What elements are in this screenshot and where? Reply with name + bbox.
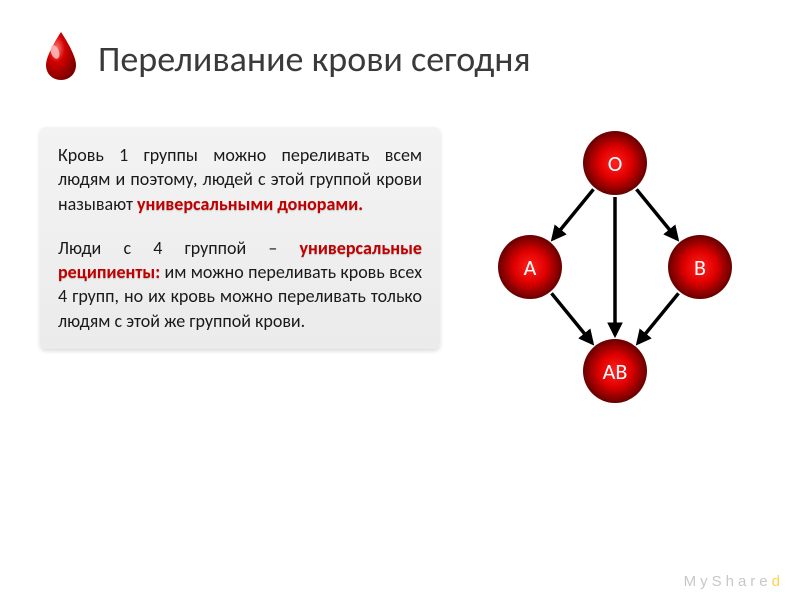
blood-node-o: O [583, 131, 647, 195]
edge-O-A [553, 189, 594, 239]
blood-drop-icon [40, 30, 82, 87]
para2-prefix: Люди с 4 группой – [58, 237, 300, 259]
watermark-accent: d [772, 573, 784, 590]
blood-type-diagram: OABAB [470, 127, 760, 407]
watermark: MyShared [684, 573, 784, 590]
paragraph-1: Кровь 1 группы можно переливать всем люд… [58, 143, 422, 216]
content-row: Кровь 1 группы можно переливать всем люд… [40, 127, 760, 407]
edge-O-B [637, 189, 678, 239]
text-panel: Кровь 1 группы можно переливать всем люд… [40, 127, 440, 349]
blood-node-ab: AB [583, 339, 647, 403]
slide-title: Переливание крови сегодня [98, 37, 531, 81]
slide: Переливание крови сегодня Кровь 1 группы… [0, 0, 800, 600]
blood-node-b: B [668, 235, 732, 299]
edge-A-AB [552, 293, 593, 343]
blood-node-a: A [498, 235, 562, 299]
para1-highlight: универсальными донорами. [137, 193, 363, 215]
watermark-text: MyShare [684, 573, 772, 590]
edge-B-AB [638, 293, 679, 343]
slide-header: Переливание крови сегодня [40, 30, 760, 87]
paragraph-2: Люди с 4 группой – универсальные реципие… [58, 236, 422, 333]
